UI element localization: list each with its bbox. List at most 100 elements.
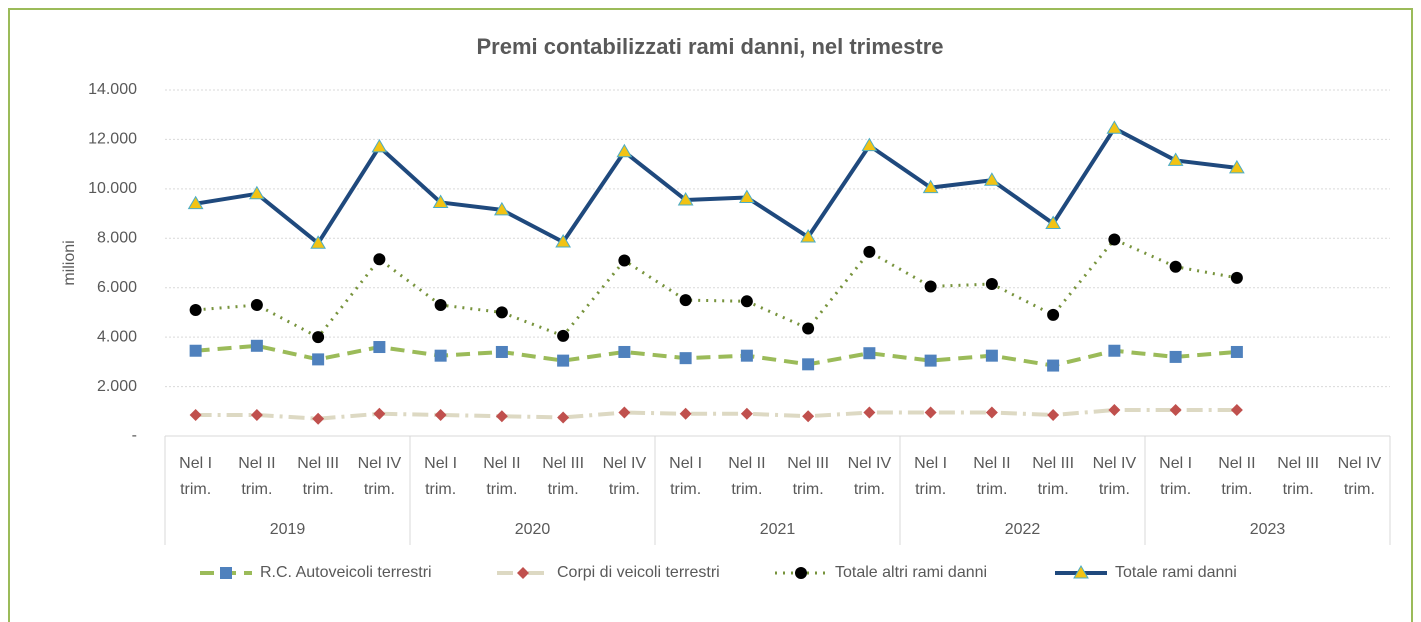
data-point (985, 278, 998, 291)
x-tick-label: Nel II trim. (973, 455, 1010, 498)
data-point (863, 245, 876, 258)
legend-label: Totale altri rami danni (835, 564, 987, 581)
data-point (924, 280, 937, 293)
legend-marker (517, 567, 529, 579)
data-point (187, 195, 204, 210)
y-axis-label: milioni (61, 240, 78, 285)
data-point (1230, 271, 1243, 284)
y-tick-label: 2.000 (97, 378, 137, 395)
data-point (1169, 260, 1182, 273)
data-point (189, 408, 202, 421)
data-point (312, 353, 325, 366)
data-point (616, 143, 633, 158)
x-tick-label: Nel IV trim. (1338, 455, 1382, 498)
legend-marker (1073, 565, 1089, 579)
x-tick-label: Nel III trim. (1277, 455, 1319, 498)
data-point (984, 172, 1000, 186)
x-tick-label: Nel III trim. (787, 455, 829, 498)
data-point (434, 299, 447, 312)
x-group-label: 2020 (515, 521, 551, 538)
data-point (557, 329, 570, 342)
data-point (1230, 404, 1243, 417)
series-line (195, 126, 1238, 246)
data-point (1047, 308, 1060, 321)
data-point (740, 349, 753, 362)
data-point (1106, 120, 1123, 134)
data-point (802, 410, 815, 423)
legend-marker (220, 567, 232, 579)
data-point (434, 349, 447, 362)
x-tick-label: Nel IV trim. (358, 455, 402, 498)
data-point (494, 201, 510, 216)
data-point (802, 358, 815, 371)
data-point (373, 341, 386, 354)
data-point (677, 191, 694, 206)
data-point (861, 137, 878, 152)
chart-border (8, 8, 1413, 622)
series-line (195, 238, 1238, 339)
data-point (618, 345, 631, 358)
x-tick-label: Nel III trim. (542, 455, 584, 498)
data-point (985, 406, 998, 419)
series-line (195, 408, 1237, 421)
data-point (373, 253, 386, 266)
data-point (1108, 404, 1121, 417)
x-tick-label: Nel II trim. (483, 455, 520, 498)
data-point (1169, 404, 1182, 417)
data-point (1169, 350, 1182, 363)
data-point (557, 411, 570, 424)
data-point (557, 354, 570, 367)
data-point (189, 303, 202, 316)
data-point (312, 412, 325, 425)
x-group-label: 2022 (1005, 521, 1041, 538)
data-point (495, 306, 508, 319)
data-point (555, 234, 571, 248)
legend-label: R.C. Autoveicoli terrestri (260, 564, 432, 581)
data-point (1229, 159, 1245, 174)
data-point (495, 410, 508, 423)
y-tick-label: 6.000 (97, 279, 137, 296)
x-tick-label: Nel III trim. (1032, 455, 1074, 498)
x-tick-label: Nel IV trim. (1093, 455, 1137, 498)
x-tick-label: Nel III trim. (297, 455, 339, 498)
data-point (434, 408, 447, 421)
data-point (1108, 344, 1121, 357)
data-point (373, 407, 386, 420)
y-tick-label: 12.000 (88, 131, 137, 148)
data-point (863, 347, 876, 360)
data-point (1108, 233, 1121, 246)
data-point (495, 345, 508, 358)
data-point (1047, 408, 1060, 421)
data-point (679, 407, 692, 420)
x-tick-label: Nel IV trim. (848, 455, 892, 498)
y-tick-label: 14.000 (88, 81, 137, 98)
data-point (371, 138, 388, 153)
data-point (863, 406, 876, 419)
x-tick-label: Nel II trim. (1218, 455, 1255, 498)
data-point (1045, 215, 1062, 229)
data-point (740, 295, 753, 308)
x-tick-label: Nel IV trim. (603, 455, 647, 498)
legend-label: Totale rami danni (1115, 564, 1237, 581)
x-group-label: 2019 (270, 521, 306, 538)
data-point (922, 179, 939, 194)
y-tick-label: 8.000 (97, 230, 137, 247)
data-point (618, 406, 631, 419)
data-point (249, 185, 265, 200)
data-point (189, 344, 202, 357)
data-point (679, 294, 692, 307)
data-point (739, 189, 755, 204)
data-point (250, 408, 263, 421)
data-point (924, 354, 937, 367)
x-tick-label: Nel II trim. (238, 455, 275, 498)
data-point (312, 331, 325, 344)
x-group-label: 2021 (760, 521, 796, 538)
data-point (250, 339, 263, 352)
y-tick-label: - (132, 427, 137, 444)
y-tick-label: 4.000 (97, 328, 137, 345)
